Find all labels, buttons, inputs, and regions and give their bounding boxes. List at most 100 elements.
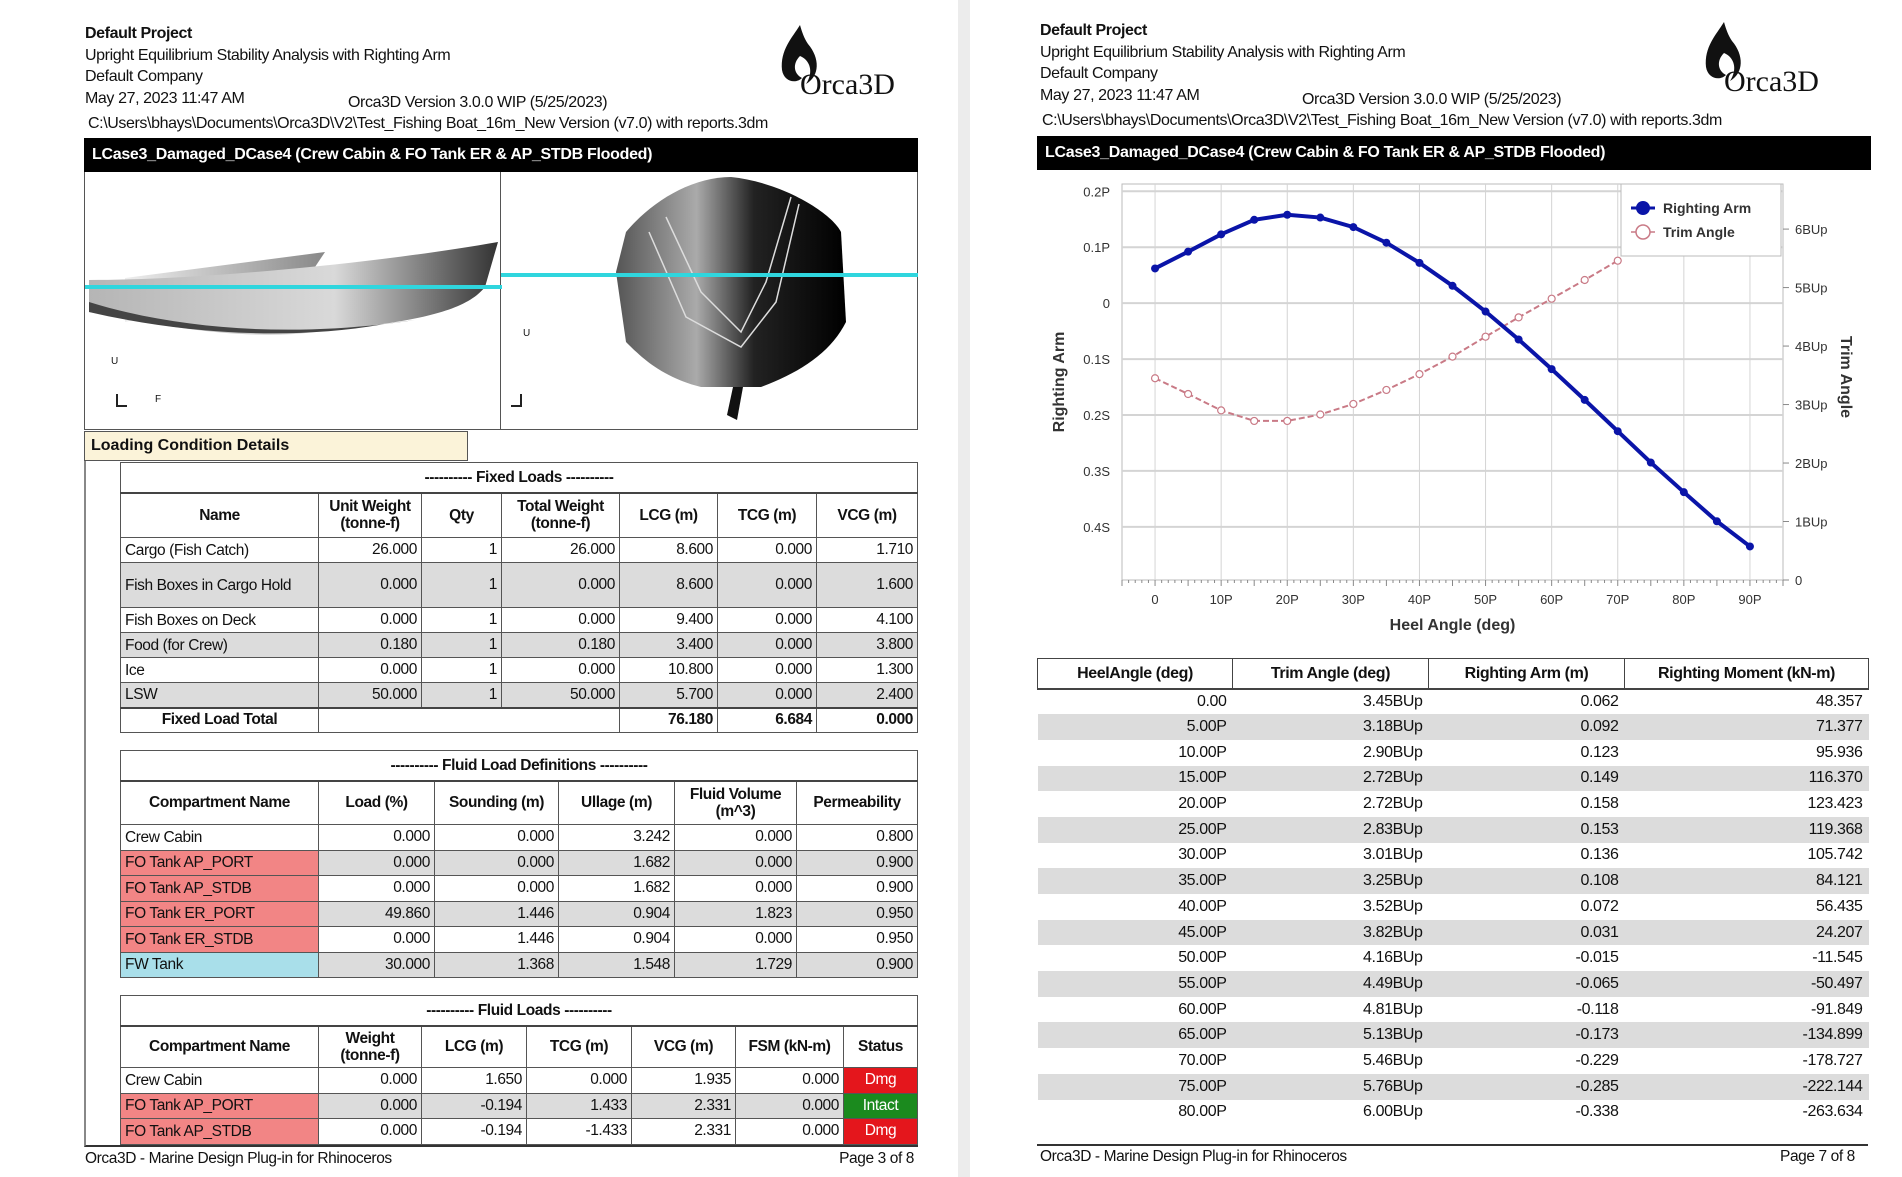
- righting-arm-point: [1283, 210, 1292, 219]
- cell-value: 0.000: [318, 824, 435, 851]
- righting-arm-point: [1184, 247, 1193, 256]
- column-header: VCG (m): [631, 1025, 736, 1068]
- row-name: Cargo (Fish Catch): [120, 537, 319, 563]
- heel-angle: 20.00P: [1178, 795, 1227, 813]
- cell-value: 0.000: [674, 849, 797, 876]
- report-datetime: May 27, 2023 11:47 AM: [85, 89, 245, 107]
- column-header: TCG (m): [526, 1025, 632, 1068]
- righting-arm-point: [1481, 307, 1490, 316]
- righting-arm: -0.229: [1575, 1051, 1619, 1069]
- y2-tick-label: 6BUp: [1795, 222, 1828, 237]
- cell-value: 1.682: [558, 849, 675, 876]
- y-tick-label: 0.2S: [1083, 408, 1110, 423]
- table-row: 65.00P 5.13BUp -0.173 -134.899: [1037, 1022, 1869, 1049]
- trim-angle-point: [1448, 352, 1457, 361]
- hull-front-view: U: [501, 172, 918, 430]
- trim-angle: 4.81BUp: [1363, 1000, 1423, 1018]
- row-name: FO Tank AP_PORT: [120, 849, 319, 876]
- trim-angle-point: [1415, 370, 1424, 379]
- cell-value: 1.650: [421, 1067, 527, 1094]
- trim-angle-point: [1316, 410, 1325, 419]
- righting-arm-results-table: HeelAngle (deg) Trim Angle (deg) Righting …: [1037, 658, 1869, 1125]
- file-path: C:\Users\bhays\Documents\Orca3D\V2\Test_…: [88, 115, 768, 132]
- trim-angle: 5.76BUp: [1232, 1073, 1429, 1100]
- trim-angle: 3.18BUp: [1232, 714, 1429, 740]
- righting-arm-point: [1382, 238, 1391, 247]
- total-tcg: 0.000: [815, 706, 919, 733]
- table-title-row: ---------- Fixed Loads ----------: [119, 462, 919, 494]
- righting-arm: 0.092: [1428, 714, 1625, 740]
- table-row: FO Tank AP_STDB 0.000 -0.194 -1.433 2.331 0.0…: [120, 1118, 919, 1145]
- column-header: Weight (tonne-f): [318, 1025, 422, 1068]
- cell-value: 49.860: [318, 900, 435, 927]
- row-name: FW Tank: [120, 951, 319, 978]
- table-row: LSW 50.000 1 50.000 5.700 0.000 2.400: [120, 682, 919, 708]
- trim-angle-point: [1382, 385, 1391, 395]
- column-header: LCG (m): [619, 492, 718, 538]
- trim-angle-point: [1283, 416, 1292, 426]
- column-header: Righting Moment (kN-m): [1624, 658, 1869, 690]
- righting-arm-point: [1316, 213, 1325, 222]
- y-tick-label: 0.4S: [1083, 520, 1110, 535]
- righting-moment: 48.357: [1815, 692, 1863, 710]
- column-header: Ullage (m): [558, 780, 675, 825]
- column-header: Qty: [421, 492, 502, 538]
- table-row: 35.00P 3.25BUp 0.108 84.121: [1037, 868, 1869, 894]
- cell-value: 0.000: [526, 1067, 632, 1094]
- heel-angle: 80.00P: [1178, 1103, 1227, 1121]
- row-name: Fish Boxes on Deck: [120, 607, 319, 633]
- report-header: Default Project Upright Equilibrium Stab…: [1040, 20, 1406, 106]
- case-title-bar: LCase3_Damaged_DCase4 (Crew Cabin & FO T…: [1037, 136, 1871, 170]
- trim-angle: 3.01BUp: [1363, 846, 1423, 864]
- cell-value: 1.368: [434, 951, 559, 978]
- table-title-row: ---------- Fluid Load Definitions ------…: [119, 750, 919, 782]
- cell-value: 0.900: [795, 951, 919, 978]
- legend-trim-angle-marker: [1635, 224, 1651, 240]
- axis-gizmo-icon: [511, 394, 522, 407]
- table-row: FO Tank ER_STDB 0.000 1.446 0.904 0.000 0.950: [120, 926, 919, 953]
- cell-value: 1.935: [631, 1067, 736, 1094]
- company-name: Default Company: [85, 68, 203, 85]
- column-header: Sounding (m): [434, 780, 559, 825]
- cell-value: 0.000: [717, 682, 817, 708]
- cell-value: 0.000: [318, 562, 422, 608]
- righting-moment: 56.435: [1815, 897, 1863, 915]
- y-tick-label: 0.1S: [1083, 352, 1110, 367]
- analysis-title: Upright Equilibrium Stability Analysis w…: [85, 46, 451, 64]
- trim-angle: 2.90BUp: [1363, 743, 1423, 761]
- trim-angle-point: [1547, 294, 1556, 303]
- cell-value: 0.900: [795, 875, 919, 902]
- cell-value: 0.000: [434, 824, 559, 851]
- trim-angle-point: [1613, 256, 1622, 265]
- cell-value: 0.000: [318, 875, 435, 902]
- table-row: Fish Boxes in Cargo Hold 0.000 1 0.000 8.600…: [120, 562, 919, 608]
- trim-angle: 6.00BUp: [1363, 1103, 1423, 1121]
- heel-angle: 50.00P: [1178, 949, 1227, 967]
- project-name: Default Project: [85, 25, 192, 42]
- cell-value: 0.950: [795, 900, 919, 927]
- loading-condition-box: [84, 431, 918, 1147]
- cell-value: 0.000: [717, 562, 817, 608]
- fluid-load-definitions-table: ---------- Fluid Load Definitions ------…: [119, 750, 919, 978]
- righting-arm-point: [1415, 258, 1424, 267]
- cell-value: -0.194: [421, 1118, 527, 1145]
- column-header: Total Weight (tonne-f): [501, 492, 620, 538]
- hull-side-view: U F: [84, 172, 502, 430]
- righting-arm-point: [1679, 488, 1688, 497]
- righting-arm: 0.158: [1580, 795, 1619, 813]
- y-tick-label: 0.3S: [1083, 464, 1110, 479]
- cell-value: -0.194: [421, 1092, 527, 1119]
- righting-moment: -134.899: [1624, 1022, 1869, 1049]
- cell-value: 0.000: [674, 824, 797, 851]
- trim-angle: 3.52BUp: [1363, 897, 1423, 915]
- table-row: 55.00P 4.49BUp -0.065 -50.497: [1037, 971, 1869, 997]
- cell-value: 0.000: [501, 607, 620, 633]
- loading-condition-title: Loading Condition Details: [84, 431, 468, 461]
- row-name: LSW: [120, 682, 319, 708]
- cell-value: 1: [421, 632, 502, 658]
- trim-angle-point: [1580, 275, 1589, 285]
- table-row: 75.00P 5.76BUp -0.285 -222.144: [1037, 1073, 1869, 1100]
- table-row: Food (for Crew) 0.180 1 0.180 3.400 0.000 3.80…: [120, 632, 919, 658]
- cell-value: 9.400: [619, 607, 718, 633]
- analysis-title: Upright Equilibrium Stability Analysis w…: [1040, 43, 1406, 61]
